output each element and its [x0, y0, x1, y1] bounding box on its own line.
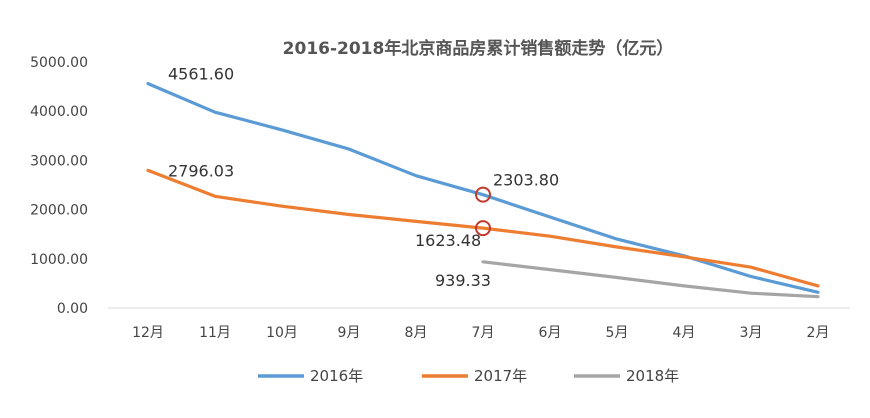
y-tick-label: 3000.00	[30, 153, 88, 169]
chart-title: 2016-2018年北京商品房累计销售额走势（亿元）	[283, 38, 674, 59]
x-tick-label: 6月	[539, 325, 562, 341]
series-line-2	[146, 168, 820, 288]
data-labels: 4561.60 2796.03 2303.80 1623.48 939.33	[168, 65, 559, 290]
x-tick-label: 4月	[673, 325, 696, 341]
x-tick-label: 2月	[807, 325, 830, 341]
x-tick-label: 3月	[740, 325, 763, 341]
y-axis: 0.00 1000.00 2000.00 3000.00 4000.00 5000.00	[30, 55, 88, 317]
data-label: 4561.60	[168, 65, 234, 84]
y-tick-label: 4000.00	[30, 104, 88, 120]
x-tick-label: 10月	[266, 325, 298, 341]
x-tick-label: 7月	[472, 325, 495, 341]
x-tick-label: 8月	[405, 325, 428, 341]
legend: 2016年 2017年 2018年	[258, 367, 679, 385]
series-lines	[146, 81, 820, 299]
y-tick-label: 1000.00	[30, 252, 88, 268]
y-tick-label: 5000.00	[30, 55, 88, 71]
x-tick-label: 11月	[199, 325, 231, 341]
legend-label-2: 2017年	[474, 367, 527, 385]
x-tick-label: 5月	[606, 325, 629, 341]
y-tick-label: 2000.00	[30, 203, 88, 219]
highlight-circle-marker	[475, 186, 491, 203]
x-axis: 12月 11月 10月 9月 8月 7月 6月 5月 4月 3月 2月	[108, 307, 850, 341]
x-tick-label: 9月	[338, 325, 361, 341]
highlight-circle-marker	[475, 220, 491, 237]
data-label: 2303.80	[493, 171, 559, 190]
legend-label-3: 2018年	[626, 367, 679, 385]
data-label: 939.33	[435, 271, 491, 290]
data-label: 2796.03	[168, 161, 234, 180]
x-tick-label: 12月	[132, 325, 164, 341]
series-line-3	[481, 260, 820, 299]
data-label: 1623.48	[415, 231, 481, 250]
legend-label-1: 2016年	[310, 367, 363, 385]
y-tick-label: 0.00	[57, 301, 88, 317]
series-line-1	[146, 81, 820, 294]
